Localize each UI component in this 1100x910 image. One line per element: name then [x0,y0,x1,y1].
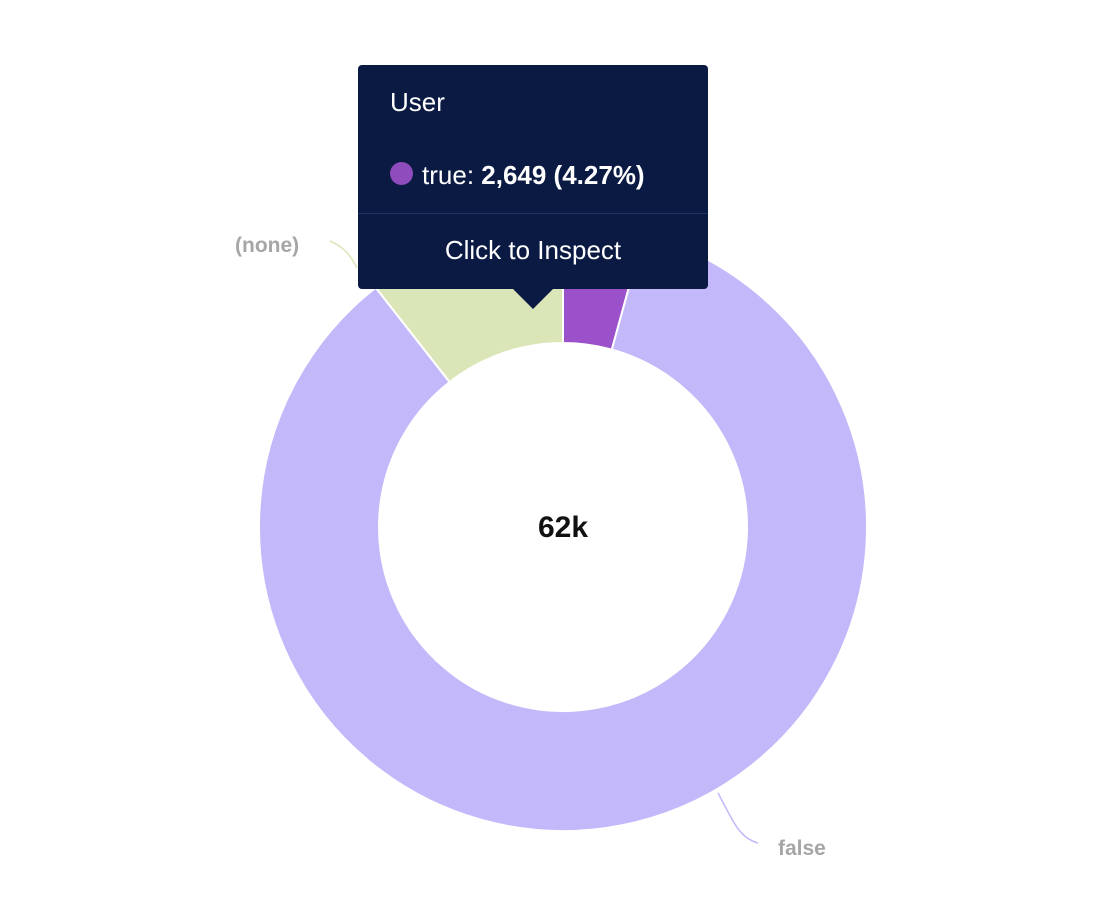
tooltip-series-row: true: 2,649 (4.27%) [390,158,645,192]
slice-label-none: (none) [235,234,299,257]
leader-line-false [717,792,759,844]
tooltip-divider [358,213,708,214]
center-total-label: 62k [538,511,588,544]
click-to-inspect-button[interactable]: Click to Inspect [444,235,622,265]
slice-label-false: false [778,837,826,860]
series-color-dot-icon [390,161,413,185]
tooltip-series-value: 2,649 (4.27%) [481,160,645,190]
tooltip-series-label: true [422,160,467,190]
chart-tooltip: User true: 2,649 (4.27%) Click to Inspec… [358,65,708,309]
leader-line-none [329,240,358,269]
tooltip-title: User [390,87,445,117]
donut-slice-false[interactable] [258,232,868,832]
tooltip-colon: : [466,160,482,190]
